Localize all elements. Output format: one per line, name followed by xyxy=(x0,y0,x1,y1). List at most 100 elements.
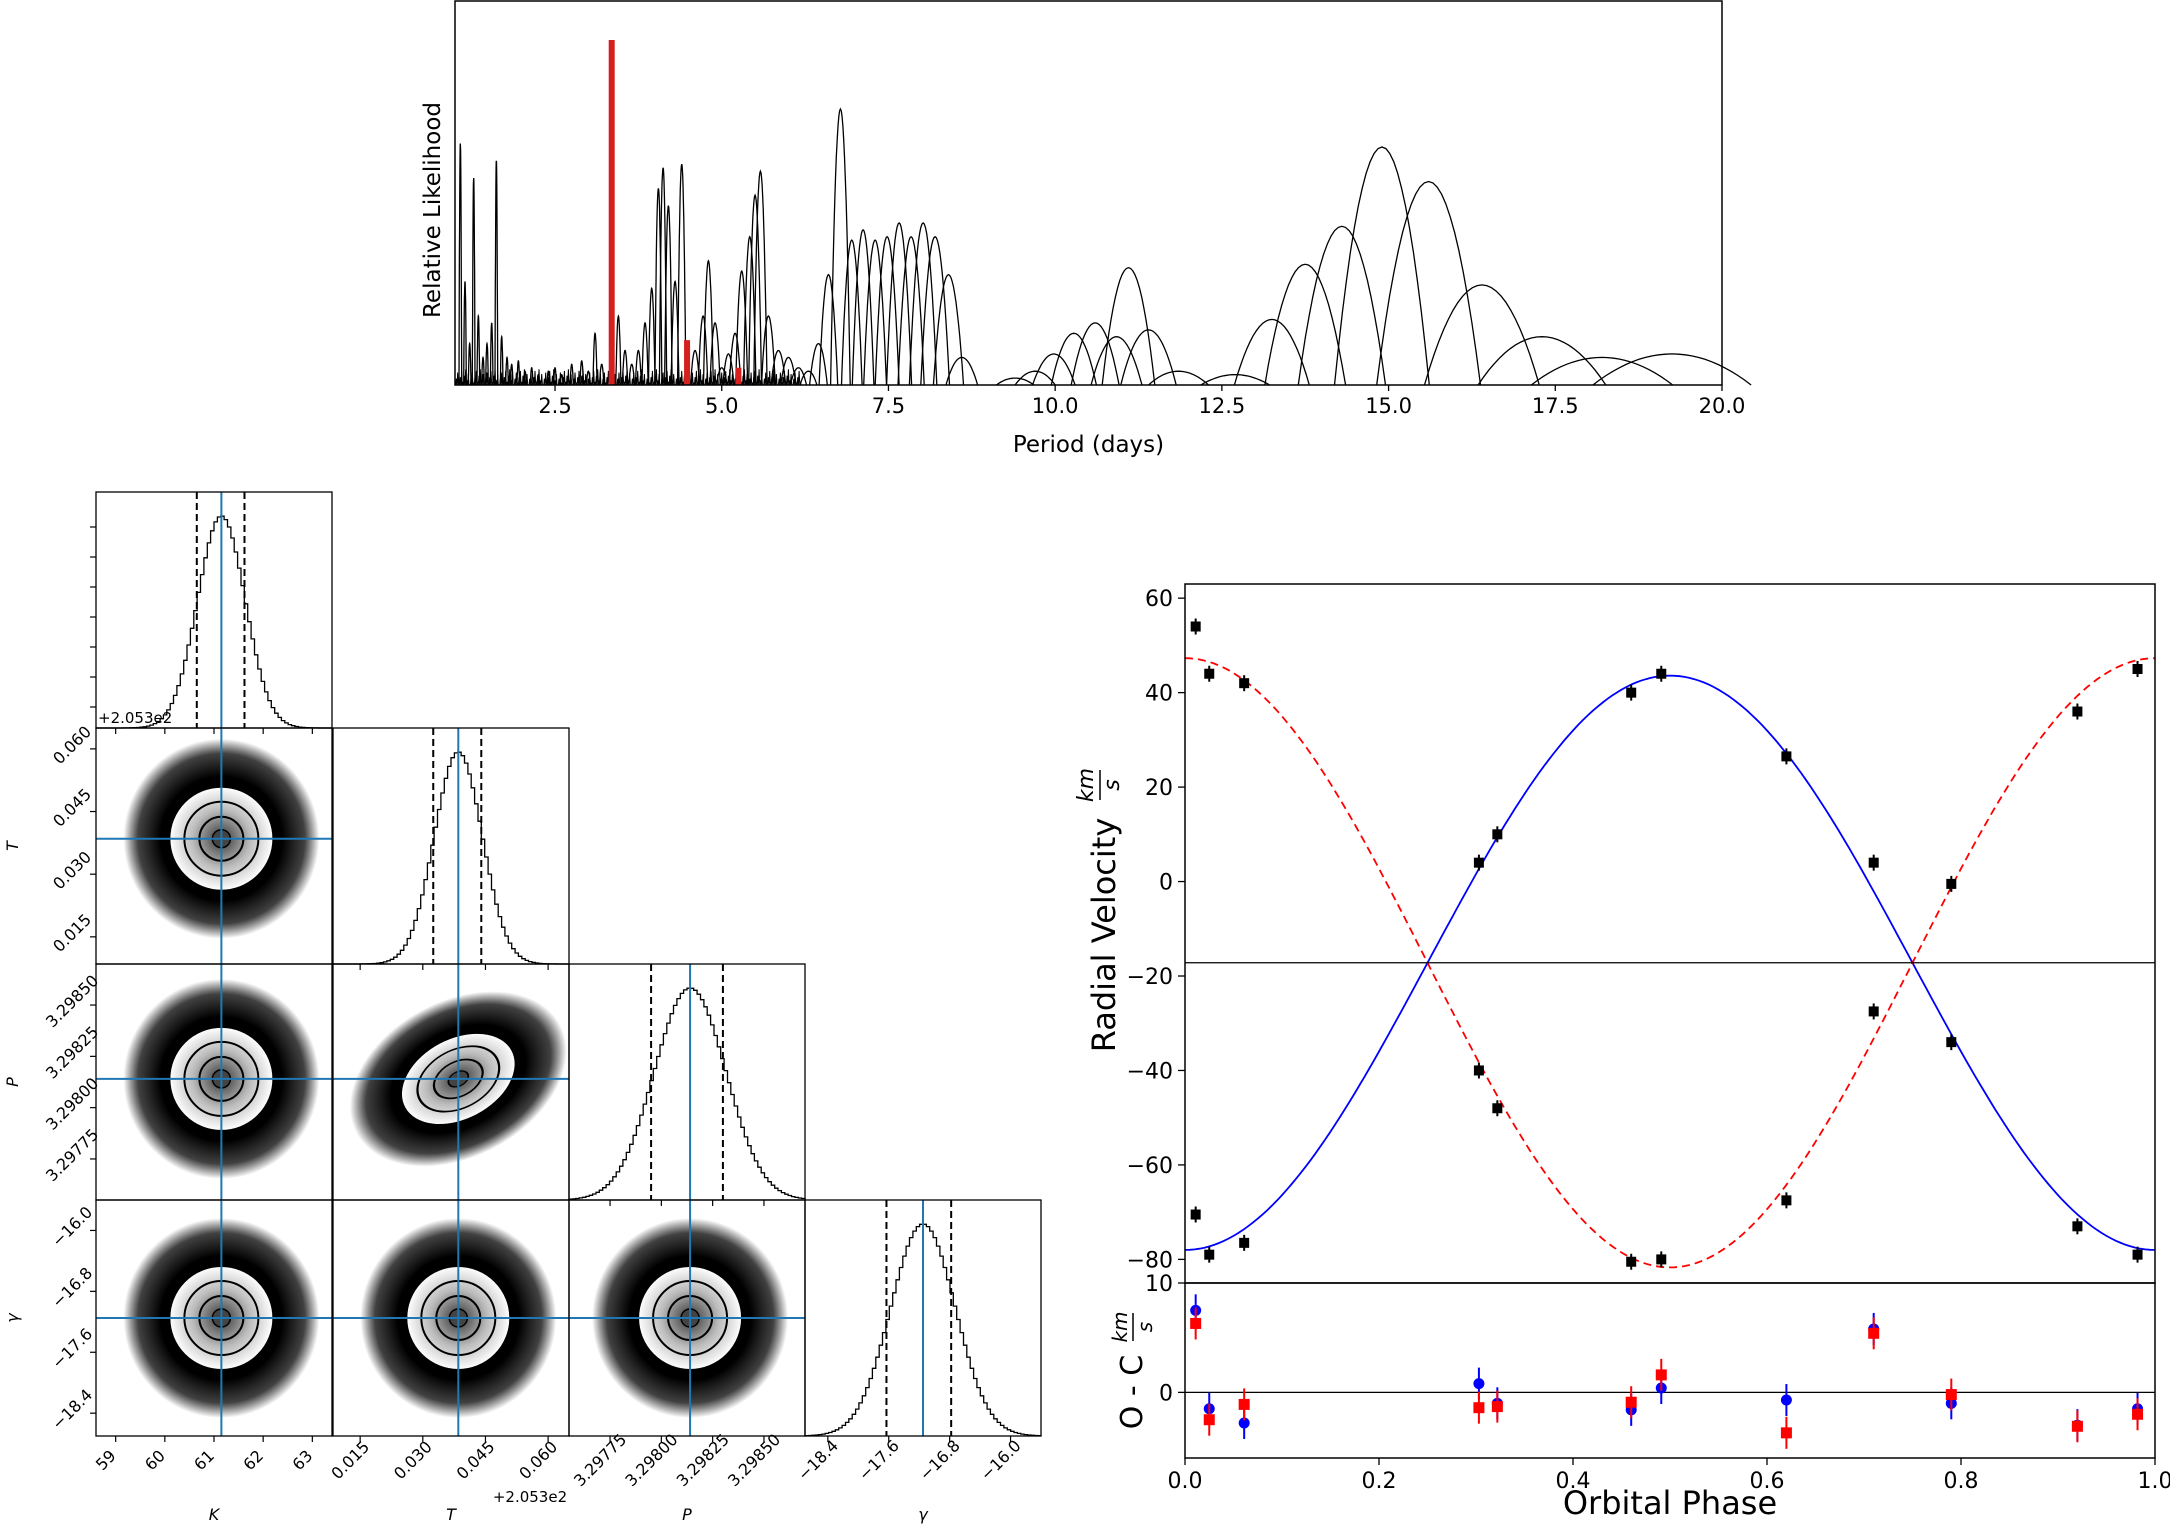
periodogram-peak xyxy=(516,360,521,386)
corner-panel: 0.015 0.030 0.045 0.060 T xyxy=(327,1199,570,1524)
residual-secondary-point xyxy=(1190,1317,1202,1329)
corner-xtick-label: 61 xyxy=(190,1446,218,1474)
periodogram-peak xyxy=(505,355,509,386)
corner-xtick-label: 62 xyxy=(239,1446,267,1474)
rv-data-point xyxy=(1492,1103,1503,1114)
corner-histogram xyxy=(333,751,569,965)
corner-ytick-label: 0.060 xyxy=(49,722,95,768)
periodogram-peak xyxy=(569,363,574,386)
corner-xtick-label: 63 xyxy=(289,1446,317,1474)
corner-ylabel: P xyxy=(3,1077,22,1087)
periodogram-peak xyxy=(663,205,673,386)
periodogram-peak xyxy=(874,235,900,386)
corner-ytick-label: −16.0 xyxy=(48,1203,96,1251)
rv-data-point xyxy=(2072,706,2083,717)
rv-data-point xyxy=(1946,878,1957,889)
corner-ytick-label: −17.6 xyxy=(48,1324,96,1372)
rv-xtick-label: 0.0 xyxy=(1168,1469,1203,1494)
rv-data-point xyxy=(1781,1195,1792,1206)
rv-data-point xyxy=(1473,857,1484,868)
corner-frame xyxy=(568,963,806,1201)
corner-contour xyxy=(416,1045,501,1113)
corner-xtick-label: −18.4 xyxy=(794,1436,842,1484)
periodogram-chart: 2.5 5.0 7.5 10.0 12.5 15.0 17.5 20.0 Period (day… xyxy=(420,0,1752,458)
periodogram-peak xyxy=(598,363,605,386)
rv-ytick-label: −40 xyxy=(1127,1059,1173,1084)
periodogram-peak xyxy=(1333,146,1430,386)
corner-ytick-label: 3.29800 xyxy=(42,1074,102,1134)
periodogram-noise xyxy=(455,369,802,386)
residual-frame xyxy=(1184,1282,2156,1459)
periodogram-peak xyxy=(742,235,757,386)
periodogram-xtick-label: 17.5 xyxy=(1532,394,1579,418)
periodogram-peak xyxy=(863,239,888,386)
residual-ytick-label: 0 xyxy=(1159,1381,1173,1406)
residual-primary-point xyxy=(1780,1394,1792,1406)
periodogram-peak xyxy=(753,169,768,386)
periodogram-peak xyxy=(1233,318,1310,386)
corner-panel xyxy=(568,963,806,1206)
rv-data-point xyxy=(2072,1221,2083,1232)
rv-xlabel: Orbital Phase xyxy=(1563,1484,1777,1522)
periodogram-peak xyxy=(1120,329,1177,386)
periodogram-peak xyxy=(467,341,472,386)
periodogram-xtick-label: 10.0 xyxy=(1032,394,1079,418)
residual-unit-den: s xyxy=(1133,1322,1157,1332)
rv-xtick-label: 0.6 xyxy=(1750,1469,1785,1494)
periodogram-peak xyxy=(840,239,863,386)
residual-ytick-label: 10 xyxy=(1145,1272,1173,1297)
corner-xlabel: K xyxy=(209,1505,221,1524)
periodogram-peak xyxy=(945,356,979,386)
periodogram-peak xyxy=(709,322,721,386)
periodogram-peak xyxy=(658,167,668,386)
corner-xlabel: P xyxy=(682,1505,692,1524)
rv-data-point xyxy=(1626,1256,1637,1267)
periodogram-xtick-label: 12.5 xyxy=(1198,394,1245,418)
periodogram-peak xyxy=(485,341,489,386)
periodogram-xtick-label: 7.5 xyxy=(872,394,905,418)
periodogram-peak xyxy=(489,322,494,386)
rv-xtick-label: 0.2 xyxy=(1362,1469,1397,1494)
residual-secondary-point xyxy=(1945,1389,1957,1401)
periodogram-peak xyxy=(760,315,776,386)
residual-ylabel: O - C xyxy=(1115,1355,1150,1429)
rv-data-point xyxy=(1239,1237,1250,1248)
corner-xtick-label: 59 xyxy=(92,1446,120,1474)
corner-panel xyxy=(332,727,570,970)
rv-xtick-label: 1.0 xyxy=(2138,1469,2170,1494)
periodogram-peak xyxy=(471,177,476,386)
periodogram-highlight-bar xyxy=(735,367,742,385)
rv-ylabel: Radial Velocity xyxy=(1085,818,1123,1053)
periodogram-peak xyxy=(735,269,749,386)
periodogram-peak xyxy=(851,228,875,386)
periodogram-peak xyxy=(885,221,913,386)
corner-ytick-label: −16.8 xyxy=(48,1263,96,1311)
corner-panel: 0.015 0.030 0.045 0.060 T xyxy=(3,722,333,965)
periodogram-peak xyxy=(1200,373,1270,386)
periodogram-peak xyxy=(641,321,649,386)
residual-secondary-point xyxy=(2071,1420,2083,1432)
rv-data-point xyxy=(1781,751,1792,762)
periodogram-peak xyxy=(1592,353,1752,386)
corner-xtick-label: −17.6 xyxy=(855,1436,903,1484)
corner-ytick-label: 0.030 xyxy=(49,847,95,893)
corner-frame xyxy=(804,1199,1042,1437)
periodogram-peak xyxy=(747,193,763,386)
periodogram-peak xyxy=(592,331,598,386)
corner-xtick-label: −16.0 xyxy=(977,1436,1025,1484)
corner-xtick-label: 0.060 xyxy=(515,1437,561,1483)
corner-panel: −18.4 −17.6 −16.8 −16.0 γ xyxy=(794,1199,1042,1524)
periodogram-peak xyxy=(1477,336,1607,386)
periodogram-peak xyxy=(1264,263,1347,386)
rv-data-point xyxy=(2132,664,2143,675)
residual-secondary-point xyxy=(1655,1369,1667,1381)
periodogram-peak xyxy=(634,349,643,386)
periodogram-xtick-label: 15.0 xyxy=(1365,394,1412,418)
periodogram-peak xyxy=(1070,322,1120,386)
rv-data-point xyxy=(1626,687,1637,698)
rv-ytick-label: −60 xyxy=(1127,1154,1173,1179)
periodogram-peak xyxy=(702,259,714,386)
residual-secondary-point xyxy=(1868,1327,1880,1339)
rv-data-point xyxy=(1492,829,1503,840)
